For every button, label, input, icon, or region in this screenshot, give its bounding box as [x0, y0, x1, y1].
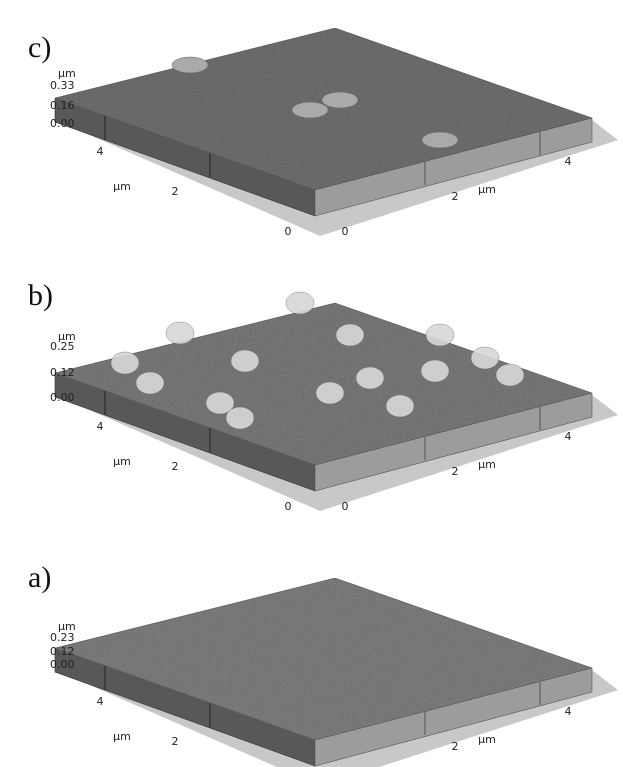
y-unit: μm: [478, 733, 496, 746]
x-unit: μm: [113, 455, 131, 468]
panel-label: b): [28, 279, 53, 312]
feature: [422, 132, 458, 148]
x-tick-label: 4: [97, 145, 104, 158]
x-tick-label: 2: [172, 460, 179, 473]
bump: [226, 407, 254, 429]
y-tick-label: 4: [565, 430, 572, 443]
panel-label: a): [28, 561, 51, 594]
y-tick-label: 2: [452, 740, 459, 753]
z-tick-label: 0.16: [50, 99, 75, 112]
z-tick-label: 0.12: [50, 645, 75, 658]
bump: [386, 395, 414, 417]
bump: [136, 372, 164, 394]
z-tick-label: 0.25: [50, 340, 75, 353]
x-tick-label: 4: [97, 695, 104, 708]
figure: 4 2 0 μm 0 2 4 μm c) μm 0.33 0.16 0.00 4 2 0 μm 0 2 4 μm b) μm…: [0, 0, 623, 767]
z-tick-label: 0.00: [50, 391, 75, 404]
x-unit: μm: [113, 180, 131, 193]
feature: [322, 92, 358, 108]
bump: [336, 324, 364, 346]
bump: [426, 324, 454, 346]
bump: [111, 352, 139, 374]
z-tick-label: 0.12: [50, 366, 75, 379]
feature: [172, 57, 208, 73]
z-tick-label: 0.33: [50, 79, 75, 92]
y-unit: μm: [478, 183, 496, 196]
bump: [316, 382, 344, 404]
bump: [356, 367, 384, 389]
afm-panel: 4 2 0 μm 0 2 4 μm: [55, 292, 618, 513]
y-tick-label: 4: [565, 705, 572, 718]
bump: [421, 360, 449, 382]
y-tick-label: 4: [565, 155, 572, 168]
panel-label: c): [28, 31, 51, 64]
bump: [231, 350, 259, 372]
bump: [166, 322, 194, 344]
bump: [471, 347, 499, 369]
bump: [496, 364, 524, 386]
x-tick-label: 4: [97, 420, 104, 433]
x-tick-label: 0: [285, 225, 292, 238]
y-tick-label: 2: [452, 465, 459, 478]
y-tick-label: 0: [342, 225, 349, 238]
x-tick-label: 2: [172, 185, 179, 198]
bump: [286, 292, 314, 314]
x-tick-label: 2: [172, 735, 179, 748]
x-tick-label: 0: [285, 500, 292, 513]
z-tick-label: 0.00: [50, 117, 75, 130]
z-tick-label: 0.00: [50, 658, 75, 671]
y-unit: μm: [478, 458, 496, 471]
x-unit: μm: [113, 730, 131, 743]
z-tick-label: 0.23: [50, 631, 75, 644]
y-tick-label: 2: [452, 190, 459, 203]
feature: [292, 102, 328, 118]
y-tick-label: 0: [342, 500, 349, 513]
afm-panel: 4 2 0 μm 0 2 4 μm: [55, 28, 618, 238]
